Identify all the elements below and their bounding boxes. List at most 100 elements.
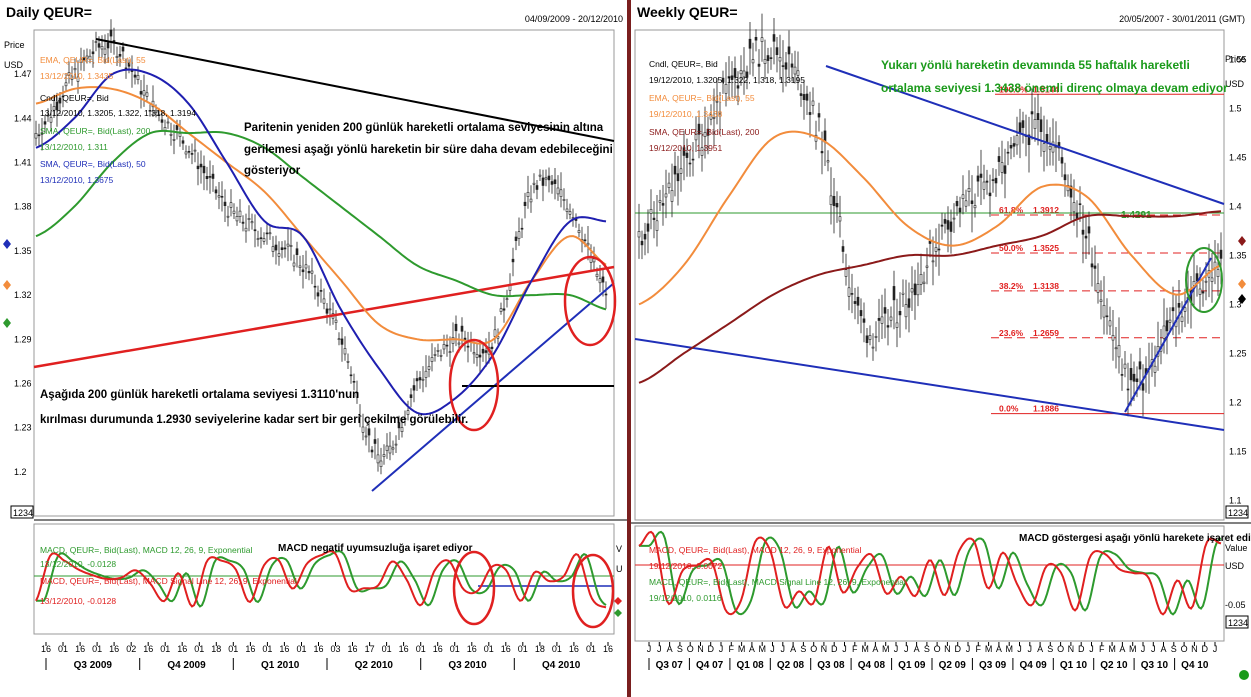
candle-body xyxy=(397,422,401,429)
daily-sma50-marker xyxy=(3,239,11,249)
candle-body xyxy=(1126,388,1130,391)
x-tick-label: M xyxy=(758,644,766,654)
fib-level-value: 1.3138 xyxy=(1033,281,1059,291)
daily-macd-circle-1 xyxy=(452,550,496,626)
candle-body xyxy=(859,310,863,317)
x-tick-label: O xyxy=(687,644,694,654)
candle-body xyxy=(520,227,524,230)
candle-body xyxy=(1153,365,1157,373)
x-tick-label: S xyxy=(1047,644,1053,654)
x-tick-label: 01 xyxy=(450,644,460,654)
x-tick-label: A xyxy=(996,644,1002,654)
candle-body xyxy=(1036,113,1040,121)
candle-body xyxy=(367,428,371,436)
candle-body xyxy=(886,325,890,328)
candle-body xyxy=(49,117,53,123)
candle-body xyxy=(490,346,494,349)
candle-body xyxy=(1015,135,1019,146)
candle-body xyxy=(46,114,50,117)
x-tick-label: F xyxy=(729,644,735,654)
candle-body xyxy=(901,292,905,295)
x-tick-label: 16 xyxy=(313,644,323,654)
candle-body xyxy=(439,354,443,357)
x-tick-label: F xyxy=(852,644,858,654)
candle-body xyxy=(52,106,56,111)
daily-ema-legend-value: 13/12/2010, 1.3435 xyxy=(40,71,114,81)
candle-body xyxy=(1105,315,1109,318)
candle-body xyxy=(919,273,923,285)
candle-body xyxy=(757,63,761,67)
daily-date-range: 04/09/2009 - 20/12/2010 xyxy=(524,14,623,24)
candle-body xyxy=(754,36,758,41)
x-tick-label: M xyxy=(738,644,746,654)
candle-body xyxy=(1048,146,1052,150)
candle-body xyxy=(940,224,944,227)
weekly-status-dot xyxy=(1239,670,1249,680)
candle-body xyxy=(73,68,77,71)
candle-body xyxy=(307,270,311,274)
candle-body xyxy=(916,283,920,296)
candle-body xyxy=(1090,263,1094,268)
candle-body xyxy=(472,352,476,355)
candle-body xyxy=(193,149,197,152)
candle-body xyxy=(511,258,515,263)
fib-level-percent: 23.6% xyxy=(999,328,1024,338)
weekly-macd-title: MACD göstergesi aşağı yönlü harekete işa… xyxy=(1019,533,1251,544)
fib-level-value: 1.1886 xyxy=(1033,404,1059,414)
x-tick-label: 16 xyxy=(603,644,613,654)
y-tick-label: 1.55 xyxy=(1229,54,1247,64)
x-quarter-label: Q4 10 xyxy=(1181,660,1209,671)
candle-body xyxy=(775,47,779,55)
x-tick-label: N xyxy=(944,644,951,654)
candle-body xyxy=(301,269,305,273)
candle-body xyxy=(364,435,368,438)
candle-body xyxy=(67,72,71,76)
y-tick-label: 1.1 xyxy=(1229,495,1242,505)
daily-chart-svg: 1.21.231.261.291.321.351.381.411.441.47 … xyxy=(3,19,627,671)
candle-body xyxy=(1198,288,1202,295)
candle-body xyxy=(385,445,389,451)
x-tick-label: 01 xyxy=(518,644,528,654)
x-tick-label: 16 xyxy=(75,644,85,654)
x-tick-label: 01 xyxy=(484,644,494,654)
candle-body xyxy=(1012,143,1016,147)
candle-body xyxy=(202,165,206,174)
x-tick-label: F xyxy=(1099,644,1105,654)
x-tick-label: A xyxy=(790,644,796,654)
candle-body xyxy=(880,316,884,324)
candle-body xyxy=(1210,277,1214,282)
candle-body xyxy=(985,180,989,183)
weekly-channel-lower xyxy=(634,338,1225,431)
candle-body xyxy=(1027,134,1031,145)
x-tick-label: 16 xyxy=(245,644,255,654)
candle-body xyxy=(853,301,857,304)
y-tick-label: 1.26 xyxy=(14,379,32,389)
candle-body xyxy=(466,345,470,348)
candle-body xyxy=(274,244,278,251)
candle-body xyxy=(640,240,644,246)
x-tick-label: J xyxy=(719,644,724,654)
candle-body xyxy=(904,304,908,318)
candle-body xyxy=(136,75,140,81)
candle-body xyxy=(781,65,785,67)
candle-body xyxy=(844,269,848,277)
candle-body xyxy=(523,201,527,206)
candle-body xyxy=(883,307,887,314)
candle-body xyxy=(160,119,164,123)
candle-body xyxy=(289,245,293,247)
daily-signal-legend-value: 13/12/2010, -0.0128 xyxy=(40,596,116,606)
candle-body xyxy=(805,93,809,101)
candle-body xyxy=(493,329,497,337)
candle-body xyxy=(871,346,875,349)
x-tick-label: J xyxy=(1213,644,1218,654)
candle-body xyxy=(517,231,521,239)
x-tick-label: D xyxy=(1078,644,1085,654)
candle-body xyxy=(745,71,749,78)
y-tick-label: 1.35 xyxy=(14,246,32,256)
candle-body xyxy=(88,55,92,60)
candle-body xyxy=(712,117,716,119)
candle-body xyxy=(565,208,569,212)
daily-macd-currency-label: U xyxy=(616,564,623,574)
candle-body xyxy=(1114,347,1118,350)
x-tick-label: 16 xyxy=(433,644,443,654)
